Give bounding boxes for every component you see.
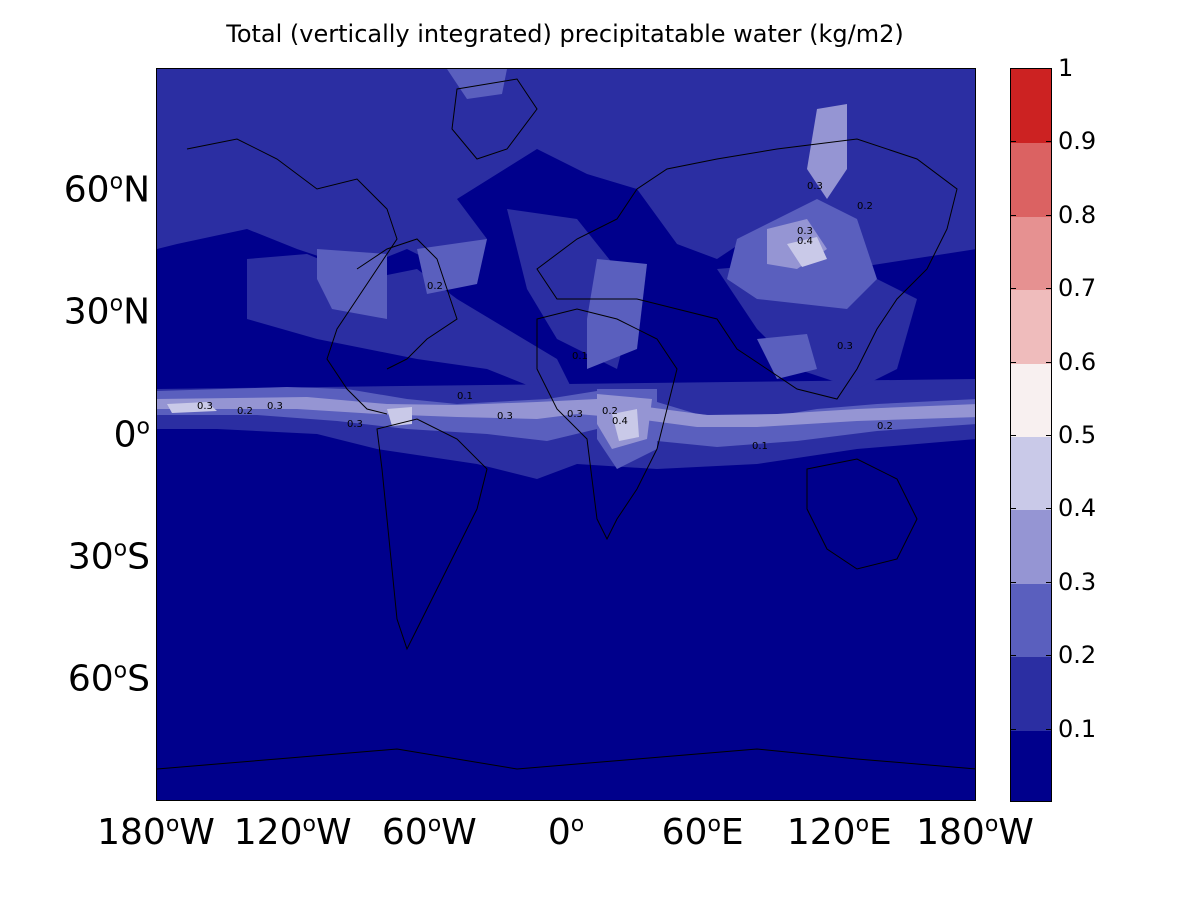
contour-label: 0.3 — [797, 226, 813, 237]
contour-label: 0.3 — [837, 341, 853, 352]
map-plot-area: 0.3 0.2 0.3 0.3 0.1 0.3 0.3 0.2 0.4 0.1 0.3 0.4 0.3 0… — [156, 68, 976, 801]
contour-label: 0.1 — [572, 351, 588, 362]
contour-label: 0.4 — [797, 236, 813, 247]
colorbar — [1010, 68, 1052, 802]
lat-label: 0o — [113, 414, 150, 455]
colorbar-tick — [1046, 214, 1052, 216]
colorbar-tick — [1010, 728, 1016, 730]
colorbar-tick — [1010, 361, 1016, 363]
colorbar-tick-label: 0.1 — [1058, 714, 1097, 743]
colorbar-tick — [1046, 655, 1052, 657]
colorbar-tick-label: 0.9 — [1058, 127, 1097, 156]
colorbar-tick — [1046, 581, 1052, 583]
contour-label: 0.4 — [612, 416, 628, 427]
lon-label: 60oE — [661, 812, 744, 853]
contour-label: 0.2 — [857, 201, 873, 212]
colorbar-segment — [1011, 362, 1051, 437]
contour-label: 0.2 — [427, 281, 443, 292]
lat-label: 30oS — [67, 536, 150, 578]
colorbar-tick-label: 0.5 — [1058, 421, 1097, 449]
contour-label: 0.2 — [602, 406, 618, 417]
colorbar-tick — [1046, 141, 1052, 143]
colorbar-segment — [1011, 69, 1051, 144]
colorbar-segment — [1011, 509, 1051, 584]
colorbar-tick — [1046, 728, 1052, 730]
lon-label: 120oW — [233, 812, 352, 853]
lon-label: 120oE — [786, 812, 892, 853]
colorbar-tick — [1010, 508, 1016, 510]
colorbar-tick — [1046, 361, 1052, 363]
lat-label: 60oN — [63, 169, 150, 211]
lat-label: 30oN — [63, 291, 150, 333]
contour-label: 0.2 — [237, 406, 253, 417]
colorbar-segment — [1011, 582, 1051, 658]
contour-label: 0.3 — [567, 409, 583, 420]
lon-label: 180oW — [97, 812, 215, 853]
colorbar-segment — [1011, 729, 1051, 801]
south-america-coast — [376, 418, 488, 651]
colorbar-tick — [1010, 655, 1016, 657]
coastlines — [157, 78, 975, 770]
contour-label: 0.2 — [877, 421, 893, 432]
contour-label: 0.1 — [457, 391, 473, 402]
lon-label: 60oW — [381, 812, 477, 853]
colorbar-segment — [1011, 289, 1051, 364]
colorbar-tick — [1010, 68, 1016, 69]
colorbar-segment — [1011, 656, 1051, 731]
contour-band-0.4 — [167, 237, 827, 441]
lon-label: 0o — [547, 812, 585, 853]
contour-label: 0.3 — [197, 401, 213, 412]
colorbar-tick — [1010, 141, 1016, 143]
colorbar-tick — [1010, 581, 1016, 583]
colorbar-tick — [1046, 68, 1052, 69]
contour-label: 0.1 — [752, 441, 768, 452]
colorbar-tick — [1046, 288, 1052, 290]
colorbar-tick-label: 0.3 — [1058, 567, 1097, 596]
chart-title: Total (vertically integrated) precipitat… — [226, 20, 904, 48]
colorbar-tick-label: 0.8 — [1058, 200, 1097, 229]
colorbar-tick — [1010, 435, 1016, 436]
colorbar-tick — [1010, 214, 1016, 216]
lon-label: 180oW — [916, 812, 1034, 853]
antarctica-coast — [157, 748, 975, 770]
north-america-east-coast — [356, 238, 458, 370]
africa-coast — [536, 308, 678, 541]
colorbar-tick — [1046, 508, 1052, 510]
colorbar-tick — [1010, 288, 1016, 290]
colorbar-segment — [1011, 215, 1051, 291]
greenland-coast — [451, 78, 538, 160]
colorbar-segment — [1011, 142, 1051, 217]
eurasia-coast — [536, 138, 958, 400]
contour-label: 0.3 — [807, 181, 823, 192]
precipitable-water-map: 0.3 0.2 0.30.30.10.3 0.3 0.20.40.10.30.40.30… — [157, 69, 975, 800]
contour-labels: 0.3 0.2 0.30.30.10.3 0.3 0.20.40.10.30.40.30… — [197, 181, 893, 452]
north-america-coast — [186, 138, 398, 415]
colorbar-tick-label: 0.7 — [1058, 274, 1097, 303]
contour-label: 0.3 — [267, 401, 283, 412]
colorbar-tick-label: 1 — [1058, 54, 1074, 82]
lat-label: 60oS — [67, 658, 150, 700]
australia-coast — [806, 458, 918, 570]
colorbar-tick-label: 0.6 — [1058, 347, 1097, 376]
colorbar-tick-label: 0.4 — [1058, 494, 1097, 523]
contour-label: 0.3 — [347, 419, 363, 430]
contour-label: 0.3 — [497, 411, 513, 422]
colorbar-tick-label: 0.2 — [1058, 641, 1097, 670]
colorbar-segment — [1011, 436, 1051, 511]
colorbar-tick — [1046, 435, 1052, 436]
